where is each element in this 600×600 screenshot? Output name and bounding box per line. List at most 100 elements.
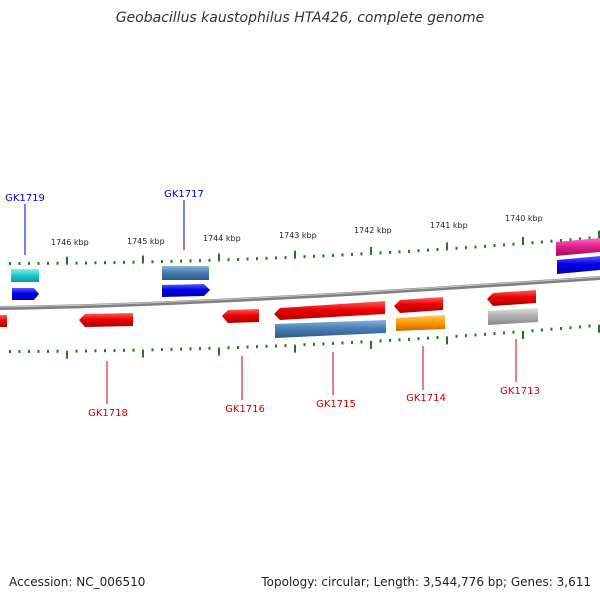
ruler-minor-tick: [417, 249, 420, 253]
gene-feature[interactable]: [11, 269, 39, 282]
ruler-minor-tick: [180, 347, 182, 351]
gene-label-gk1717[interactable]: GK1717: [164, 189, 204, 200]
ruler-minor-tick: [275, 256, 277, 260]
ruler-label: 1742 kbp: [354, 226, 392, 235]
top-strand-features: [11, 238, 600, 300]
ruler-label: 1744 kbp: [203, 234, 241, 243]
ruler-minor-tick: [503, 331, 505, 335]
ruler-minor-tick: [379, 251, 382, 255]
ruler-minor-tick: [588, 236, 591, 240]
ruler-minor-tick: [332, 253, 334, 257]
gene-label-gk1719[interactable]: GK1719: [5, 193, 45, 204]
ruler-minor-tick: [237, 345, 239, 349]
ruler-minor-tick: [579, 237, 581, 241]
ruler-minor-tick: [94, 349, 97, 353]
ruler-minor-tick: [389, 250, 391, 254]
ruler-minor-tick: [246, 257, 249, 261]
ruler-minor-tick: [398, 338, 401, 342]
ruler-minor-tick: [360, 340, 363, 344]
ruler-minor-tick: [322, 342, 325, 346]
ruler-minor-tick: [151, 348, 154, 352]
gene-feature[interactable]: [275, 320, 386, 338]
ruler-label: 1740 kbp: [505, 214, 543, 223]
ruler-minor-tick: [313, 342, 315, 346]
ruler-minor-tick: [47, 349, 49, 353]
ruler-major-tick: [66, 256, 68, 265]
ruler-minor-tick: [237, 257, 239, 261]
gene-feature[interactable]: [162, 284, 210, 297]
gene-label-gk1714[interactable]: GK1714: [406, 393, 446, 404]
ruler-minor-tick: [512, 242, 515, 246]
gene-feature[interactable]: [487, 290, 536, 306]
ruler-minor-tick: [332, 341, 334, 345]
genome-title: Geobacillus kaustophilus HTA426, complet…: [115, 10, 485, 26]
ruler-minor-tick: [256, 257, 258, 261]
ruler-major-tick: [598, 230, 600, 239]
ruler-major-tick: [446, 336, 448, 345]
gene-feature[interactable]: [274, 301, 385, 320]
ruler-minor-tick: [123, 348, 125, 352]
ruler-minor-tick: [284, 344, 287, 348]
ruler-minor-tick: [569, 238, 572, 242]
ruler-minor-tick: [408, 249, 410, 253]
ruler-minor-tick: [246, 345, 249, 349]
ruler-major-tick: [294, 250, 296, 259]
ruler-minor-tick: [303, 255, 306, 259]
gene-label-gk1718[interactable]: GK1718: [88, 408, 128, 419]
ruler-minor-tick: [588, 324, 591, 328]
ruler-minor-tick: [484, 332, 486, 336]
ruler-minor-tick: [284, 256, 287, 260]
ruler-minor-tick: [275, 344, 277, 348]
ruler-minor-tick: [313, 254, 315, 258]
ruler-minor-tick: [113, 261, 116, 265]
ruler-minor-tick: [37, 349, 40, 353]
ruler-major-tick: [522, 237, 524, 245]
ruler-minor-tick: [18, 350, 21, 353]
ruler-minor-tick: [436, 336, 439, 339]
lower-ruler: [9, 324, 600, 359]
ruler-minor-tick: [75, 261, 78, 265]
ruler-major-tick: [142, 349, 144, 358]
gene-feature[interactable]: [222, 309, 259, 323]
ruler-minor-tick: [493, 244, 496, 248]
ruler-minor-tick: [94, 261, 97, 265]
ruler-minor-tick: [303, 343, 306, 347]
gene-feature[interactable]: [394, 297, 443, 313]
ruler-major-tick: [522, 331, 524, 339]
gene-feature[interactable]: [488, 308, 538, 325]
ruler-minor-tick: [113, 349, 116, 353]
ruler-minor-tick: [398, 250, 401, 254]
gene-feature[interactable]: [162, 266, 209, 280]
gene-label-gk1713[interactable]: GK1713: [500, 386, 540, 397]
gene-feature[interactable]: [79, 313, 133, 327]
ruler-major-tick: [294, 344, 296, 353]
ruler-minor-tick: [85, 349, 87, 353]
ruler-major-tick: [218, 347, 220, 356]
gene-feature[interactable]: [0, 315, 7, 327]
ruler-minor-tick: [322, 254, 325, 258]
gene-label-gk1716[interactable]: GK1716: [225, 404, 265, 415]
ruler-minor-tick: [541, 328, 543, 332]
ruler-minor-tick: [455, 334, 458, 338]
ruler-major-tick: [142, 255, 144, 264]
ruler-minor-tick: [351, 252, 353, 256]
ruler-minor-tick: [18, 262, 21, 265]
gene-feature[interactable]: [396, 315, 445, 331]
gene-feature[interactable]: [557, 256, 600, 274]
gene-feature[interactable]: [12, 288, 39, 300]
ruler-minor-tick: [208, 258, 211, 262]
ruler-label: 1746 kbp: [51, 238, 89, 247]
ruler-minor-tick: [104, 349, 106, 353]
ruler-minor-tick: [47, 261, 49, 265]
ruler-minor-tick: [579, 325, 581, 329]
gene-feature[interactable]: [556, 238, 600, 256]
ruler-minor-tick: [85, 261, 87, 265]
ruler-major-tick: [218, 253, 220, 262]
ruler-minor-tick: [569, 326, 572, 330]
ruler-minor-tick: [28, 349, 30, 353]
ruler-minor-tick: [189, 347, 192, 351]
gene-label-gk1715[interactable]: GK1715: [316, 399, 356, 410]
ruler-minor-tick: [503, 243, 505, 247]
ruler-minor-tick: [265, 344, 268, 348]
